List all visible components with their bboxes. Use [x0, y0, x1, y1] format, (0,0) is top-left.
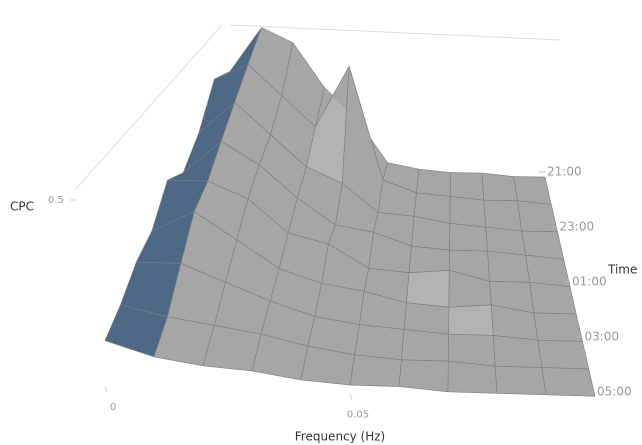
- surface-patch: [449, 223, 488, 252]
- z-axis-title: CPC: [10, 200, 34, 214]
- x-tick: [104, 386, 108, 393]
- surface-patch: [406, 270, 450, 308]
- surface-patch: [449, 172, 485, 201]
- surface-patch: [487, 250, 531, 283]
- surface-patch: [349, 354, 402, 387]
- surface-patch: [398, 359, 449, 393]
- surface-patch: [513, 176, 552, 205]
- surface-patch: [447, 360, 498, 394]
- surface-patch: [494, 365, 547, 396]
- surface-patch: [529, 282, 577, 315]
- x-tick-label: 0.05: [347, 410, 369, 421]
- y-tick-label: 23:00: [560, 220, 595, 234]
- surface-patch: [521, 230, 565, 260]
- y-tick-label: 21:00: [547, 165, 582, 179]
- surface-patch: [483, 199, 522, 232]
- z-tick-label: 0.5: [48, 195, 64, 206]
- surface-patch: [403, 302, 450, 335]
- surface-patch: [416, 168, 451, 197]
- surface-patch: [448, 304, 494, 336]
- y-tick-label: 01:00: [572, 275, 607, 289]
- y-tick-label: 03:00: [585, 330, 620, 344]
- surface-patch: [537, 339, 590, 370]
- wall-edge: [229, 24, 561, 41]
- surface-patch: [354, 324, 405, 361]
- surface-patch: [408, 245, 450, 273]
- x-tick-label: 0: [110, 402, 116, 413]
- x-axis-title: Frequency (Hz): [295, 430, 386, 444]
- surface-patch: [492, 335, 543, 368]
- wall-edge: [74, 24, 223, 191]
- surface-patch: [481, 172, 518, 202]
- surface-patch: [449, 196, 487, 228]
- surface-patch: [448, 333, 496, 367]
- surface-patch: [525, 254, 571, 287]
- surface-patch: [401, 329, 449, 362]
- surface-patch: [541, 367, 596, 397]
- y-axis-title: Time: [607, 263, 637, 277]
- x-tick: [349, 394, 353, 400]
- surface-patch: [533, 312, 583, 342]
- surface-patch: [485, 226, 526, 256]
- y-tick-label: 05:00: [597, 385, 632, 399]
